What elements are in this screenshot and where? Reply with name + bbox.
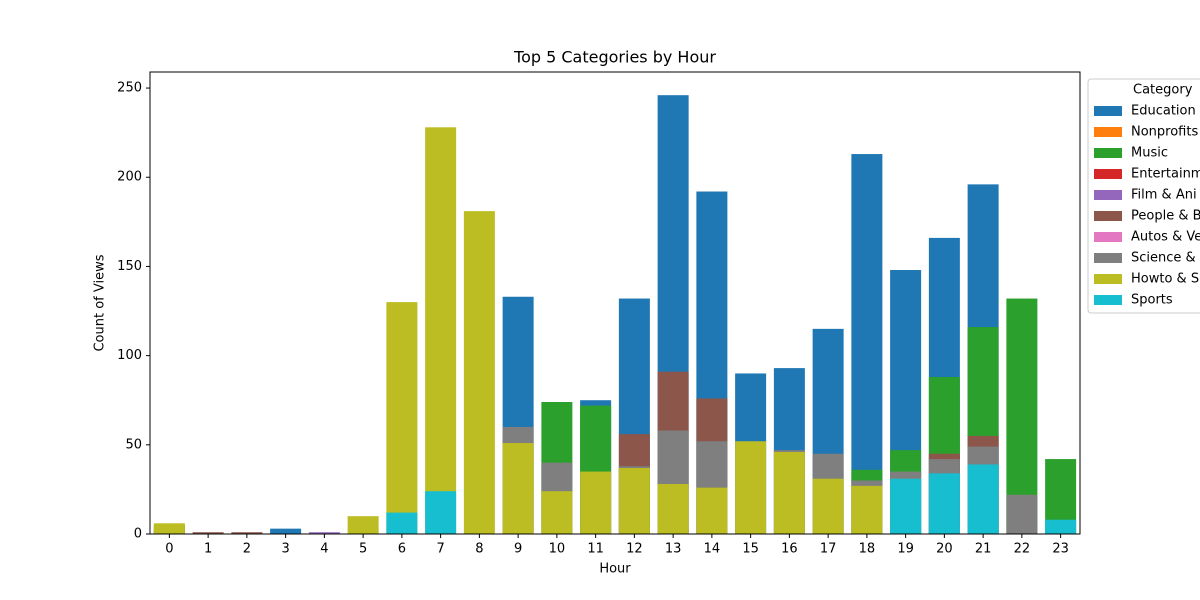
legend-swatch [1094,148,1122,158]
x-tick-label: 3 [281,542,289,557]
legend-swatch [1094,211,1122,221]
bar [773,451,805,534]
bar [580,471,612,534]
x-tick-label: 8 [475,542,483,557]
bar [192,532,224,534]
legend-label: Science & [1131,251,1196,266]
x-tick-label: 0 [165,542,173,557]
legend-swatch [1094,232,1122,242]
legend-label: Music [1131,146,1168,161]
x-axis-label: Hour [599,562,631,577]
bar [502,443,534,534]
legend-title: Category [1133,83,1193,98]
bar [928,473,960,534]
x-tick-label: 13 [665,542,682,557]
bar [541,491,573,534]
x-tick-label: 11 [587,542,604,557]
legend-label: Howto & S [1131,272,1199,287]
x-tick-label: 14 [704,542,721,557]
bar [308,532,340,534]
x-tick-label: 20 [936,542,953,557]
bar [851,485,883,534]
bar [812,478,844,534]
chart-title: Top 5 Categories by Hour [513,48,716,67]
x-tick-label: 4 [320,542,328,557]
x-tick-label: 7 [436,542,444,557]
legend-swatch [1094,169,1122,179]
y-axis-label: Count of Views [93,254,108,351]
bar [967,464,999,534]
legend-label: Sports [1131,293,1173,308]
bar [425,491,457,534]
y-tick-label: 250 [117,81,142,96]
legend-swatch [1094,106,1122,116]
bar [735,441,767,534]
bar [463,211,495,534]
x-tick-label: 18 [859,542,876,557]
bar [890,478,922,534]
legend-label: Entertainm [1131,167,1200,182]
x-tick-label: 17 [820,542,837,557]
bar [696,487,728,534]
x-tick-label: 19 [897,542,914,557]
legend-label: Nonprofits [1131,125,1198,140]
bar [386,302,418,534]
x-tick-label: 1 [204,542,212,557]
x-tick-label: 12 [626,542,643,557]
bar [231,532,263,534]
legend-swatch [1094,190,1122,200]
bar [1045,519,1077,534]
x-tick-label: 10 [549,542,566,557]
bar [657,484,689,534]
bar [386,512,418,534]
y-tick-label: 50 [125,437,142,452]
x-tick-label: 6 [398,542,406,557]
legend-swatch [1094,274,1122,284]
y-tick-label: 0 [134,527,142,542]
x-tick-label: 5 [359,542,367,557]
y-tick-label: 150 [117,259,142,274]
bar [153,523,185,534]
x-tick-label: 22 [1014,542,1031,557]
x-tick-label: 21 [975,542,992,557]
x-tick-label: 2 [243,542,251,557]
legend-swatch [1094,295,1122,305]
bar [270,528,302,534]
y-tick-label: 200 [117,170,142,185]
x-tick-label: 16 [781,542,798,557]
bar [425,127,457,534]
y-tick-label: 100 [117,348,142,363]
x-tick-label: 9 [514,542,522,557]
x-tick-label: 23 [1052,542,1069,557]
legend-swatch [1094,127,1122,137]
bar [1006,494,1038,534]
legend-label: People & B [1131,209,1200,224]
legend-swatch [1094,253,1122,263]
bar [618,468,650,534]
x-tick-label: 15 [742,542,759,557]
legend-label: Education [1131,104,1196,119]
legend-label: Film & Ani [1131,188,1197,203]
bar [347,516,379,534]
legend-label: Autos & Ve [1131,230,1200,245]
plot-frame [149,71,1081,535]
